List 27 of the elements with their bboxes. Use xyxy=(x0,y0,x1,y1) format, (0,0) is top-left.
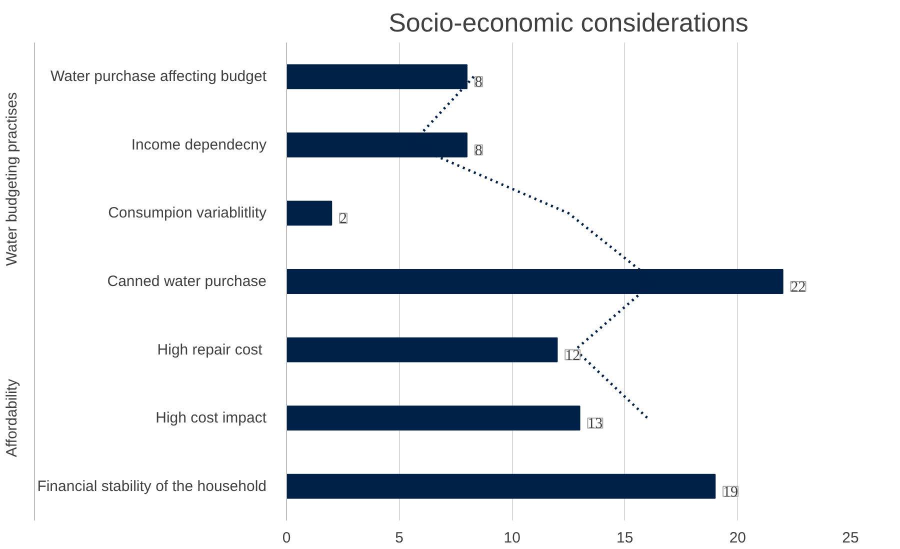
x-tick-label: 25 xyxy=(842,530,859,546)
y-tick-label: Canned water purchase xyxy=(107,273,266,290)
y-tick-label: High cost impact xyxy=(156,410,268,427)
bar xyxy=(286,337,558,362)
data-label: 2 xyxy=(340,211,348,228)
x-tick-label: 5 xyxy=(395,530,404,546)
data-label: 8 xyxy=(474,142,482,159)
y-tick-label: Consumpion variablitlity xyxy=(108,204,267,222)
bar xyxy=(286,474,716,499)
data-label: 13 xyxy=(588,416,603,432)
y-tick-label: High repair cost xyxy=(157,341,264,358)
x-tick-label: 10 xyxy=(504,530,520,546)
y-tick-label: Financial stability of the household xyxy=(37,478,267,495)
data-label: 12 xyxy=(565,348,580,364)
data-label: 22 xyxy=(790,280,806,296)
x-tick-label: 20 xyxy=(729,530,746,546)
chart-title: Socio-economic considerations xyxy=(388,8,748,38)
text: Water budgeting practises xyxy=(4,92,20,266)
bar xyxy=(286,406,580,431)
x-tick-label: 15 xyxy=(616,530,634,546)
text: Affordability xyxy=(4,378,20,458)
y-tick-label: Income dependecny xyxy=(131,136,267,154)
y-tick-label: Water purchase affecting budget xyxy=(50,68,268,86)
x-tick-label: 0 xyxy=(282,530,291,546)
data-label: 19 xyxy=(723,484,738,500)
bar xyxy=(286,200,332,226)
data-label: 8 xyxy=(474,74,482,91)
